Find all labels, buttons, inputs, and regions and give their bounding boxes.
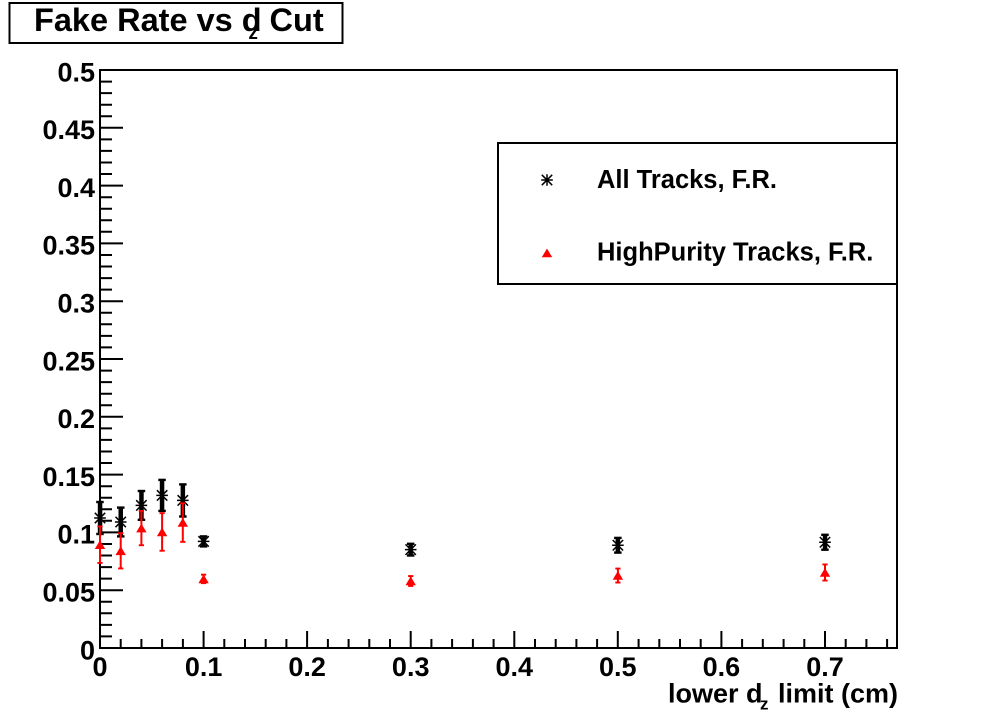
svg-text:0.4: 0.4 — [496, 652, 534, 682]
svg-text:0: 0 — [80, 635, 95, 665]
svg-text:0.05: 0.05 — [42, 578, 95, 608]
svg-text:0.3: 0.3 — [392, 652, 430, 682]
svg-text:HighPurity Tracks, F.R.: HighPurity Tracks, F.R. — [597, 239, 873, 267]
svg-text:0.15: 0.15 — [42, 462, 95, 492]
svg-text:0.5: 0.5 — [57, 57, 95, 87]
svg-text:0.35: 0.35 — [42, 231, 95, 261]
svg-text:Fake Rate vs dz Cut: Fake Rate vs dz Cut — [34, 2, 324, 44]
svg-text:0.1: 0.1 — [185, 652, 223, 682]
svg-text:All Tracks, F.R.: All Tracks, F.R. — [597, 166, 777, 194]
svg-text:0.1: 0.1 — [57, 520, 95, 550]
svg-text:lower dz limit (cm): lower dz limit (cm) — [668, 679, 898, 714]
svg-text:0.2: 0.2 — [57, 404, 95, 434]
svg-text:0.3: 0.3 — [57, 289, 95, 319]
svg-text:0.6: 0.6 — [703, 652, 741, 682]
svg-text:0.25: 0.25 — [42, 346, 95, 376]
svg-text:0.4: 0.4 — [57, 173, 95, 203]
svg-text:0.7: 0.7 — [806, 652, 844, 682]
svg-text:0.2: 0.2 — [288, 652, 326, 682]
svg-text:0.5: 0.5 — [599, 652, 637, 682]
svg-text:0: 0 — [92, 652, 107, 682]
svg-text:0.45: 0.45 — [42, 115, 95, 145]
